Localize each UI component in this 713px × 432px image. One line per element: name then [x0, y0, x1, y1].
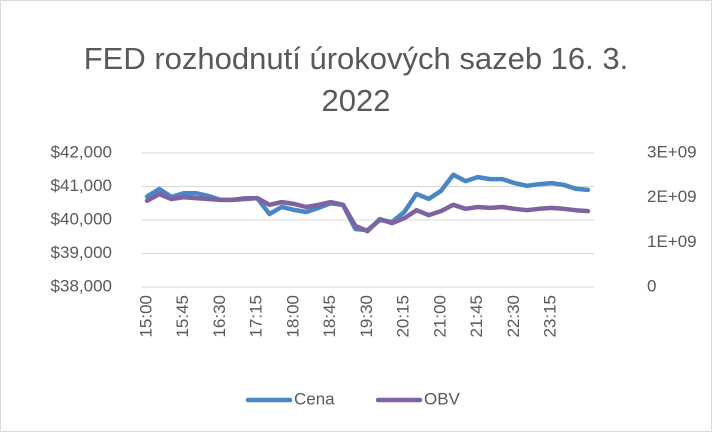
y-tick-label: $40,000 — [51, 209, 112, 228]
x-tick-label: 15:00 — [136, 295, 155, 338]
y2-tick-label: 2E+09 — [647, 187, 697, 206]
legend-label: OBV — [424, 389, 461, 408]
x-tick-label: 18:00 — [283, 295, 302, 338]
y-tick-label: $42,000 — [51, 142, 112, 161]
x-tick-label: 22:30 — [504, 295, 523, 338]
x-tick-label: 23:15 — [541, 295, 560, 338]
y2-tick-label: 0 — [647, 276, 656, 295]
y-tick-label: $38,000 — [51, 276, 112, 295]
x-tick-label: 15:45 — [173, 295, 192, 338]
x-tick-label: 17:15 — [247, 295, 266, 338]
x-tick-label: 21:00 — [430, 295, 449, 338]
x-tick-label: 19:30 — [357, 295, 376, 338]
chart-title: FED rozhodnutí úrokových sazeb 16. 3. 20… — [83, 41, 629, 118]
y2-tick-label: 1E+09 — [647, 232, 697, 251]
series-line — [144, 191, 591, 234]
x-tick-label: 21:45 — [467, 295, 486, 338]
x-tick-label: 20:15 — [394, 295, 413, 338]
legend-label: Cena — [294, 389, 335, 408]
y2-tick-label: 3E+09 — [647, 142, 697, 161]
x-tick-label: 18:45 — [320, 295, 339, 338]
y-tick-label: $39,000 — [51, 243, 112, 262]
x-tick-label: 16:30 — [210, 295, 229, 338]
y-tick-label: $41,000 — [51, 176, 112, 195]
